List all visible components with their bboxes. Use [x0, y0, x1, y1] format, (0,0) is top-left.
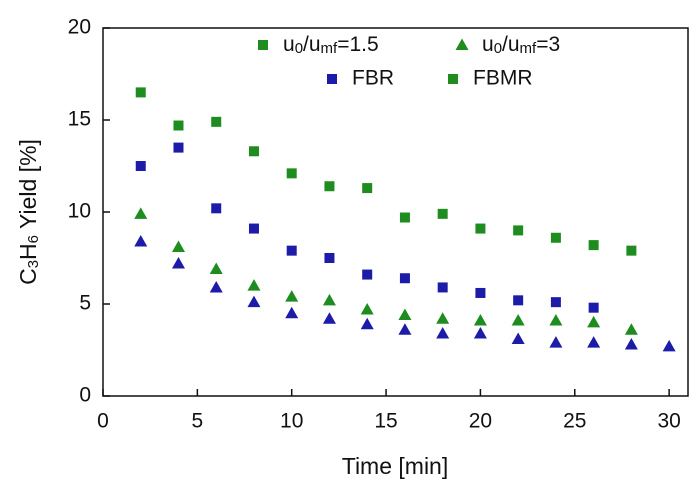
data-point — [549, 336, 563, 348]
x-tick-label: 30 — [657, 410, 680, 433]
x-tick-label: 10 — [280, 410, 303, 433]
data-point — [511, 314, 525, 326]
data-point — [513, 295, 524, 306]
text-part: u — [482, 33, 494, 56]
subscript: 3 — [25, 260, 42, 268]
text-part: u — [283, 33, 295, 56]
data-point — [171, 240, 185, 252]
data-point — [171, 257, 185, 269]
text-part: H — [15, 243, 41, 260]
data-point — [624, 323, 638, 335]
x-tick-label: 25 — [563, 410, 586, 433]
data-point — [324, 181, 335, 192]
data-point — [285, 306, 299, 319]
x-tick-label: 20 — [469, 410, 492, 433]
data-point — [324, 253, 335, 263]
text-part: =1.5 — [337, 33, 378, 56]
subscript: mf — [520, 40, 537, 57]
data-point — [550, 232, 561, 243]
legend-marker — [258, 40, 268, 50]
data-point — [399, 273, 410, 284]
legend-label: u0/umf=3 — [482, 33, 560, 58]
x-tick-label: 15 — [374, 410, 397, 433]
y-tick-label: 5 — [79, 292, 91, 315]
data-point — [588, 302, 599, 313]
plot-frame — [102, 27, 689, 397]
data-point — [549, 314, 563, 326]
subscript: 0 — [494, 40, 502, 57]
data-point — [285, 290, 299, 302]
data-point — [399, 212, 410, 223]
data-point — [437, 208, 448, 219]
legend-label: FBR — [352, 67, 394, 90]
text-part: Yield [%] — [15, 139, 41, 235]
data-point — [173, 120, 184, 131]
data-point — [588, 240, 599, 251]
data-point — [134, 234, 148, 247]
data-point — [135, 87, 146, 98]
text-part: =3 — [536, 33, 560, 56]
data-point — [550, 297, 561, 308]
y-tick-label: 15 — [68, 108, 91, 131]
data-point — [398, 323, 412, 335]
x-tick-label: 0 — [97, 410, 109, 433]
data-point — [134, 207, 148, 219]
data-point — [626, 245, 637, 256]
data-point — [173, 142, 184, 153]
data-point — [209, 280, 223, 293]
text-part: /u — [303, 33, 321, 56]
data-point — [360, 317, 374, 330]
data-point — [247, 295, 261, 308]
x-axis-title: Time [min] — [342, 453, 449, 479]
y-tick-label: 0 — [79, 384, 91, 407]
data-point — [587, 315, 601, 328]
legend-marker — [327, 74, 337, 84]
data-point — [211, 116, 222, 127]
data-point — [322, 293, 336, 306]
subscript: 0 — [295, 40, 303, 57]
data-point — [436, 326, 450, 339]
data-point — [248, 223, 259, 234]
legend-label: FBMR — [473, 67, 533, 90]
y-tick-label: 10 — [68, 200, 91, 223]
y-axis-title: C3H6 Yield [%] — [15, 139, 42, 285]
data-point — [362, 183, 373, 194]
data-point — [436, 312, 450, 324]
data-point — [135, 161, 146, 171]
data-point — [286, 168, 297, 179]
text-part: /u — [502, 33, 520, 56]
subscript: mf — [321, 40, 338, 57]
data-point — [248, 146, 259, 157]
data-point — [475, 287, 486, 298]
subscript: 6 — [25, 235, 42, 243]
data-point — [513, 225, 524, 236]
x-tick-label: 5 — [192, 410, 204, 433]
data-point — [247, 279, 261, 291]
data-point — [398, 308, 412, 321]
data-point — [362, 269, 373, 280]
text-part: C — [15, 268, 41, 285]
legend-marker — [448, 74, 458, 84]
data-point — [473, 326, 487, 339]
data-point — [360, 303, 374, 315]
y-tick-label: 20 — [68, 16, 91, 39]
data-point — [662, 339, 676, 352]
data-point — [437, 282, 448, 293]
data-point — [511, 332, 525, 344]
data-point — [624, 337, 638, 350]
data-point — [475, 223, 486, 234]
data-point — [587, 336, 601, 348]
data-point — [209, 262, 223, 275]
data-point — [473, 314, 487, 326]
legend-label: u0/umf=1.5 — [283, 33, 379, 58]
data-point — [322, 312, 336, 324]
data-point — [286, 245, 297, 256]
legend-marker — [455, 38, 469, 50]
data-point — [211, 203, 222, 214]
